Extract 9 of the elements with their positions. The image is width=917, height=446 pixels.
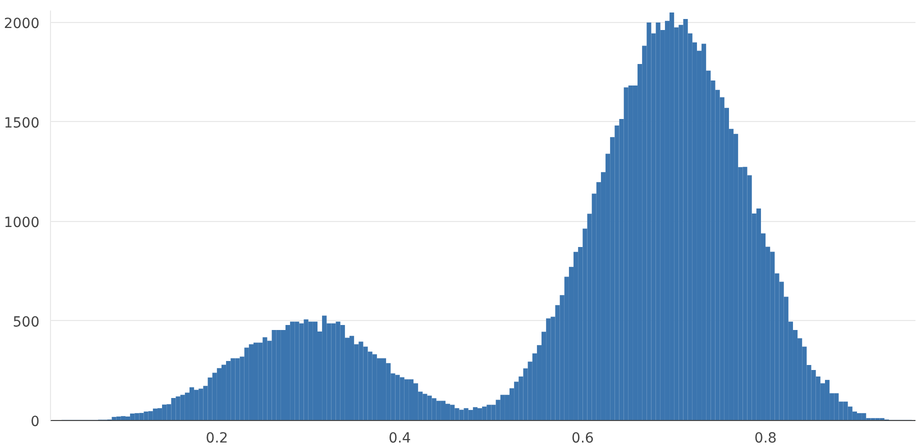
y-tick-label: 0 (30, 414, 40, 430)
x-tick-label: 0.8 (754, 430, 777, 446)
y-tick-label: 1500 (4, 115, 40, 132)
x-tick-label: 0.2 (206, 430, 228, 446)
x-tick-label: 0.6 (572, 430, 594, 446)
y-tick-label: 500 (12, 314, 40, 330)
x-tick-label: 0.4 (388, 430, 412, 446)
y-tick-label: 2000 (4, 16, 40, 32)
y-tick-label: 1000 (4, 214, 40, 231)
